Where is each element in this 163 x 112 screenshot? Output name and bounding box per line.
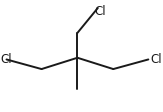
Text: Cl: Cl	[1, 52, 12, 65]
Text: Cl: Cl	[151, 52, 162, 65]
Text: Cl: Cl	[94, 5, 106, 18]
